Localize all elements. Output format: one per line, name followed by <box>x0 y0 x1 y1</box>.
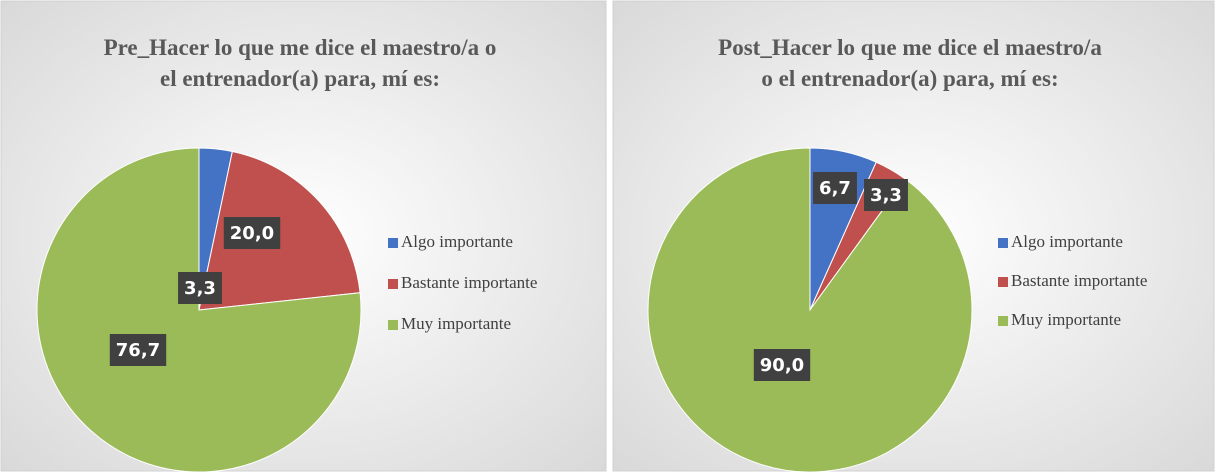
chart-title: Pre_Hacer lo que me dice el maestro/a o <box>104 35 497 60</box>
legend-swatch <box>998 316 1008 326</box>
data-label: 90,0 <box>760 355 804 376</box>
data-label: 6,7 <box>819 178 851 199</box>
data-label-box <box>109 334 167 366</box>
legend-label: Muy importante <box>1011 310 1121 329</box>
pie-slice <box>36 147 362 472</box>
legend-label: Algo importante <box>401 232 513 251</box>
legend-swatch <box>388 279 398 289</box>
data-label-box <box>178 272 222 304</box>
data-label-box <box>223 217 281 249</box>
legend-swatch <box>998 277 1008 287</box>
data-label-box <box>864 179 908 211</box>
legend-swatch <box>998 238 1008 248</box>
legend-label: Algo importante <box>1011 232 1123 251</box>
legend-swatch <box>388 238 398 248</box>
chart-title: o el entrenador(a) para, mí es: <box>761 66 1058 91</box>
data-label: 20,0 <box>230 223 274 244</box>
chart-title: Post_Hacer lo que me dice el maestro/a <box>718 35 1102 60</box>
data-label-box <box>753 349 811 381</box>
legend-label: Bastante importante <box>401 273 537 292</box>
data-label: 3,3 <box>184 278 216 299</box>
legend-label: Bastante importante <box>1011 271 1147 290</box>
data-label: 76,7 <box>116 340 160 361</box>
chart-title: el entrenador(a) para, mí es: <box>160 66 440 91</box>
legend-swatch <box>388 320 398 330</box>
pie-slice <box>647 147 973 472</box>
data-label-box <box>813 172 857 204</box>
data-label: 3,3 <box>870 185 902 206</box>
legend-label: Muy importante <box>401 314 511 333</box>
